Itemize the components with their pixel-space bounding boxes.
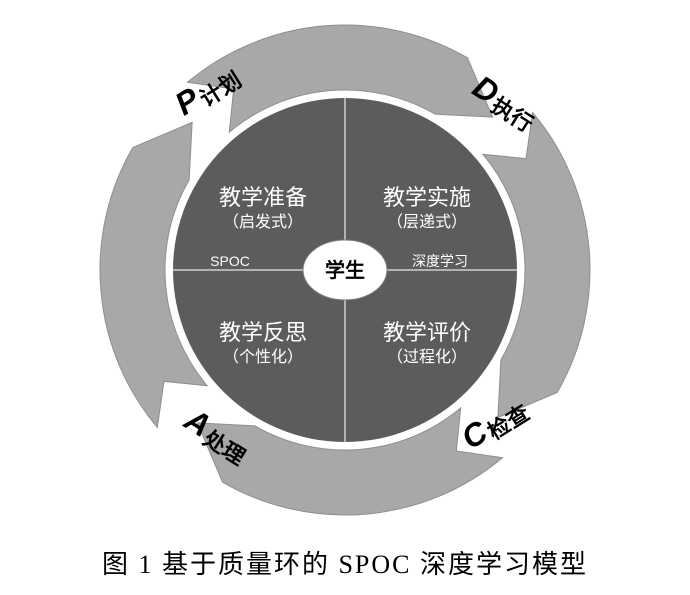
center-text: 学生 xyxy=(325,258,365,282)
quad-br-title: 教学评价 xyxy=(383,320,471,345)
quad-br-sub: （过程化） xyxy=(387,348,467,366)
pdca-spoc-diagram: 教学准备 （启发式） 教学实施 （层递式） 教学反思 （个性化） 教学评价 （过程化） SPOC… xyxy=(0,0,690,540)
svg-text:检查: 检查 xyxy=(483,400,534,445)
figure-caption: 图 1 基于质量环的 SPOC 深度学习模型 xyxy=(102,544,588,581)
quad-tr-sub: （层递式） xyxy=(387,213,467,231)
quad-bl-sub: （个性化） xyxy=(223,348,303,366)
axis-label-left: SPOC xyxy=(210,253,250,269)
quad-tl-title: 教学准备 xyxy=(219,185,307,210)
quad-bl-title: 教学反思 xyxy=(219,320,307,345)
diagram-svg: 教学准备 （启发式） 教学实施 （层递式） 教学反思 （个性化） 教学评价 （过程化） SPOC… xyxy=(0,0,690,540)
quad-tl-sub: （启发式） xyxy=(223,213,303,231)
quad-tr-title: 教学实施 xyxy=(383,185,471,210)
axis-label-right: 深度学习 xyxy=(412,253,468,269)
